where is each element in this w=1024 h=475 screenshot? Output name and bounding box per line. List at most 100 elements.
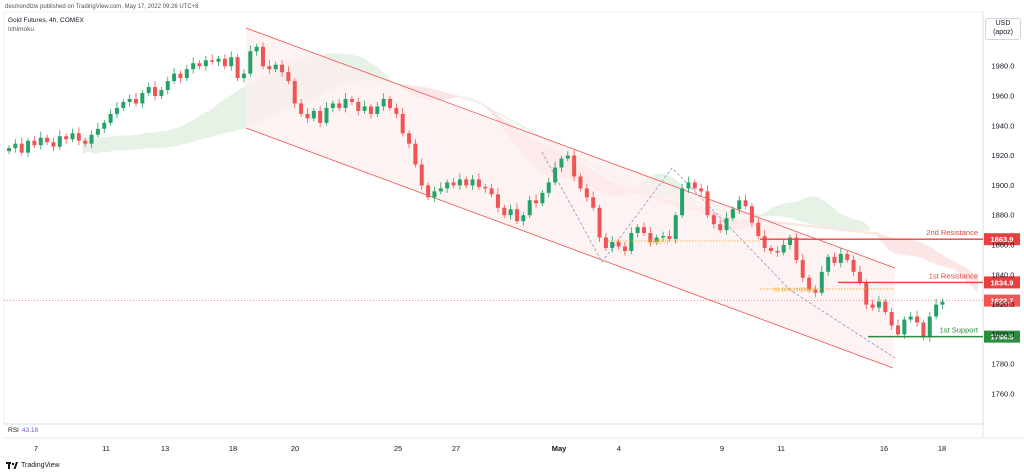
candle <box>743 194 748 210</box>
price-axis[interactable]: 1760.0 1780.0 1800.0 1820.0 1840.0 1860.0 1880… <box>992 62 1015 399</box>
candle-body <box>114 107 119 114</box>
time-tick-label: 20 <box>291 444 299 453</box>
candle <box>362 100 367 114</box>
candle <box>826 253 831 277</box>
publisher-line: desmondlzw published on TradingView.com,… <box>5 4 199 10</box>
candle <box>121 98 126 111</box>
candle-body <box>394 107 399 114</box>
candle <box>114 101 119 119</box>
candle <box>400 107 405 137</box>
candle-body <box>845 253 850 260</box>
candle-body <box>711 215 716 225</box>
candle <box>680 183 685 219</box>
candle-body <box>515 209 519 222</box>
candle-body <box>13 143 18 149</box>
candle-body <box>324 107 329 123</box>
candle-body <box>229 57 234 67</box>
candle <box>730 206 735 222</box>
candle-body <box>915 316 920 323</box>
candle-body <box>64 136 69 140</box>
candle <box>476 173 481 190</box>
candle-body <box>51 142 56 147</box>
candle-body <box>540 192 545 204</box>
candle <box>610 236 615 253</box>
candles <box>7 42 945 342</box>
level-name: 2nd Resistance <box>926 228 978 237</box>
candle <box>197 60 202 70</box>
candle-body <box>426 185 431 198</box>
candle-body <box>349 98 354 102</box>
price-tick-label: 1820.0 <box>992 300 1015 309</box>
fib-label: (1862.7) <box>648 239 669 245</box>
candle-body <box>775 250 780 253</box>
candle-body <box>134 98 138 104</box>
price-tick-label: 1880.0 <box>992 211 1015 220</box>
candle-body <box>83 140 88 144</box>
candle <box>45 134 50 146</box>
candle <box>673 212 678 244</box>
candle-body <box>597 207 602 238</box>
candle-body <box>902 319 907 335</box>
candle-body <box>413 143 418 165</box>
candle-body <box>781 245 786 253</box>
candle-body <box>153 87 158 96</box>
candle-body <box>718 224 723 231</box>
candle <box>546 177 551 198</box>
currency-selector[interactable]: USD (apoz) <box>985 18 1021 40</box>
candle <box>559 155 564 172</box>
candle <box>495 188 500 213</box>
time-tick-label: 16 <box>880 444 888 453</box>
candle-body <box>940 301 945 305</box>
candle <box>280 60 285 77</box>
candle <box>851 255 856 277</box>
candle-body <box>616 242 621 247</box>
candle <box>318 106 323 128</box>
price-tick-label: 1760.0 <box>992 390 1015 399</box>
candle-body <box>724 218 729 231</box>
candle-body <box>108 113 113 123</box>
candle <box>254 43 259 56</box>
candle <box>210 54 215 65</box>
candle <box>273 61 278 73</box>
footer-brand[interactable]: TradingView <box>6 462 60 469</box>
candle <box>483 183 488 193</box>
candle <box>629 227 634 254</box>
candle <box>711 212 716 229</box>
time-axis[interactable]: 7 11 13 18 20 25 27 May 4 9 11 16 18 <box>34 444 946 453</box>
symbol-title: Gold Futures, 4h, COMEX <box>8 17 84 24</box>
candle-body <box>178 73 183 79</box>
candle <box>565 151 570 162</box>
candle-body <box>57 136 62 147</box>
candle-body <box>172 73 177 82</box>
candle <box>832 252 837 266</box>
price-tick-label: 1920.0 <box>992 151 1015 160</box>
candle-body <box>70 133 75 140</box>
candle <box>343 93 348 113</box>
level-badge <box>984 276 1020 289</box>
price-tick-label: 1980.0 <box>992 62 1015 71</box>
candle-body <box>857 271 862 283</box>
candle-body <box>921 322 926 338</box>
candle <box>718 219 723 234</box>
candle-body <box>826 256 831 272</box>
candle-body <box>235 57 240 79</box>
candle <box>927 312 932 342</box>
levels: 2nd Resistance 1863.9 1st Resistance 1834.9… <box>4 228 1020 343</box>
candle-body <box>661 236 666 238</box>
candle-body <box>299 103 304 114</box>
candle-body <box>311 110 316 119</box>
candle-body <box>38 137 43 146</box>
candle-body <box>203 60 208 67</box>
tradingview-logo-icon <box>6 462 18 469</box>
time-tick-label: 18 <box>938 444 946 453</box>
candle-body <box>705 191 710 216</box>
channel-lower-line <box>245 127 894 369</box>
candle-body <box>375 106 380 114</box>
candle-body <box>248 51 253 74</box>
brand-label: TradingView <box>21 462 60 469</box>
candle-body <box>19 143 24 153</box>
candle-body <box>280 64 285 73</box>
candle <box>540 189 545 207</box>
candle <box>292 78 297 108</box>
